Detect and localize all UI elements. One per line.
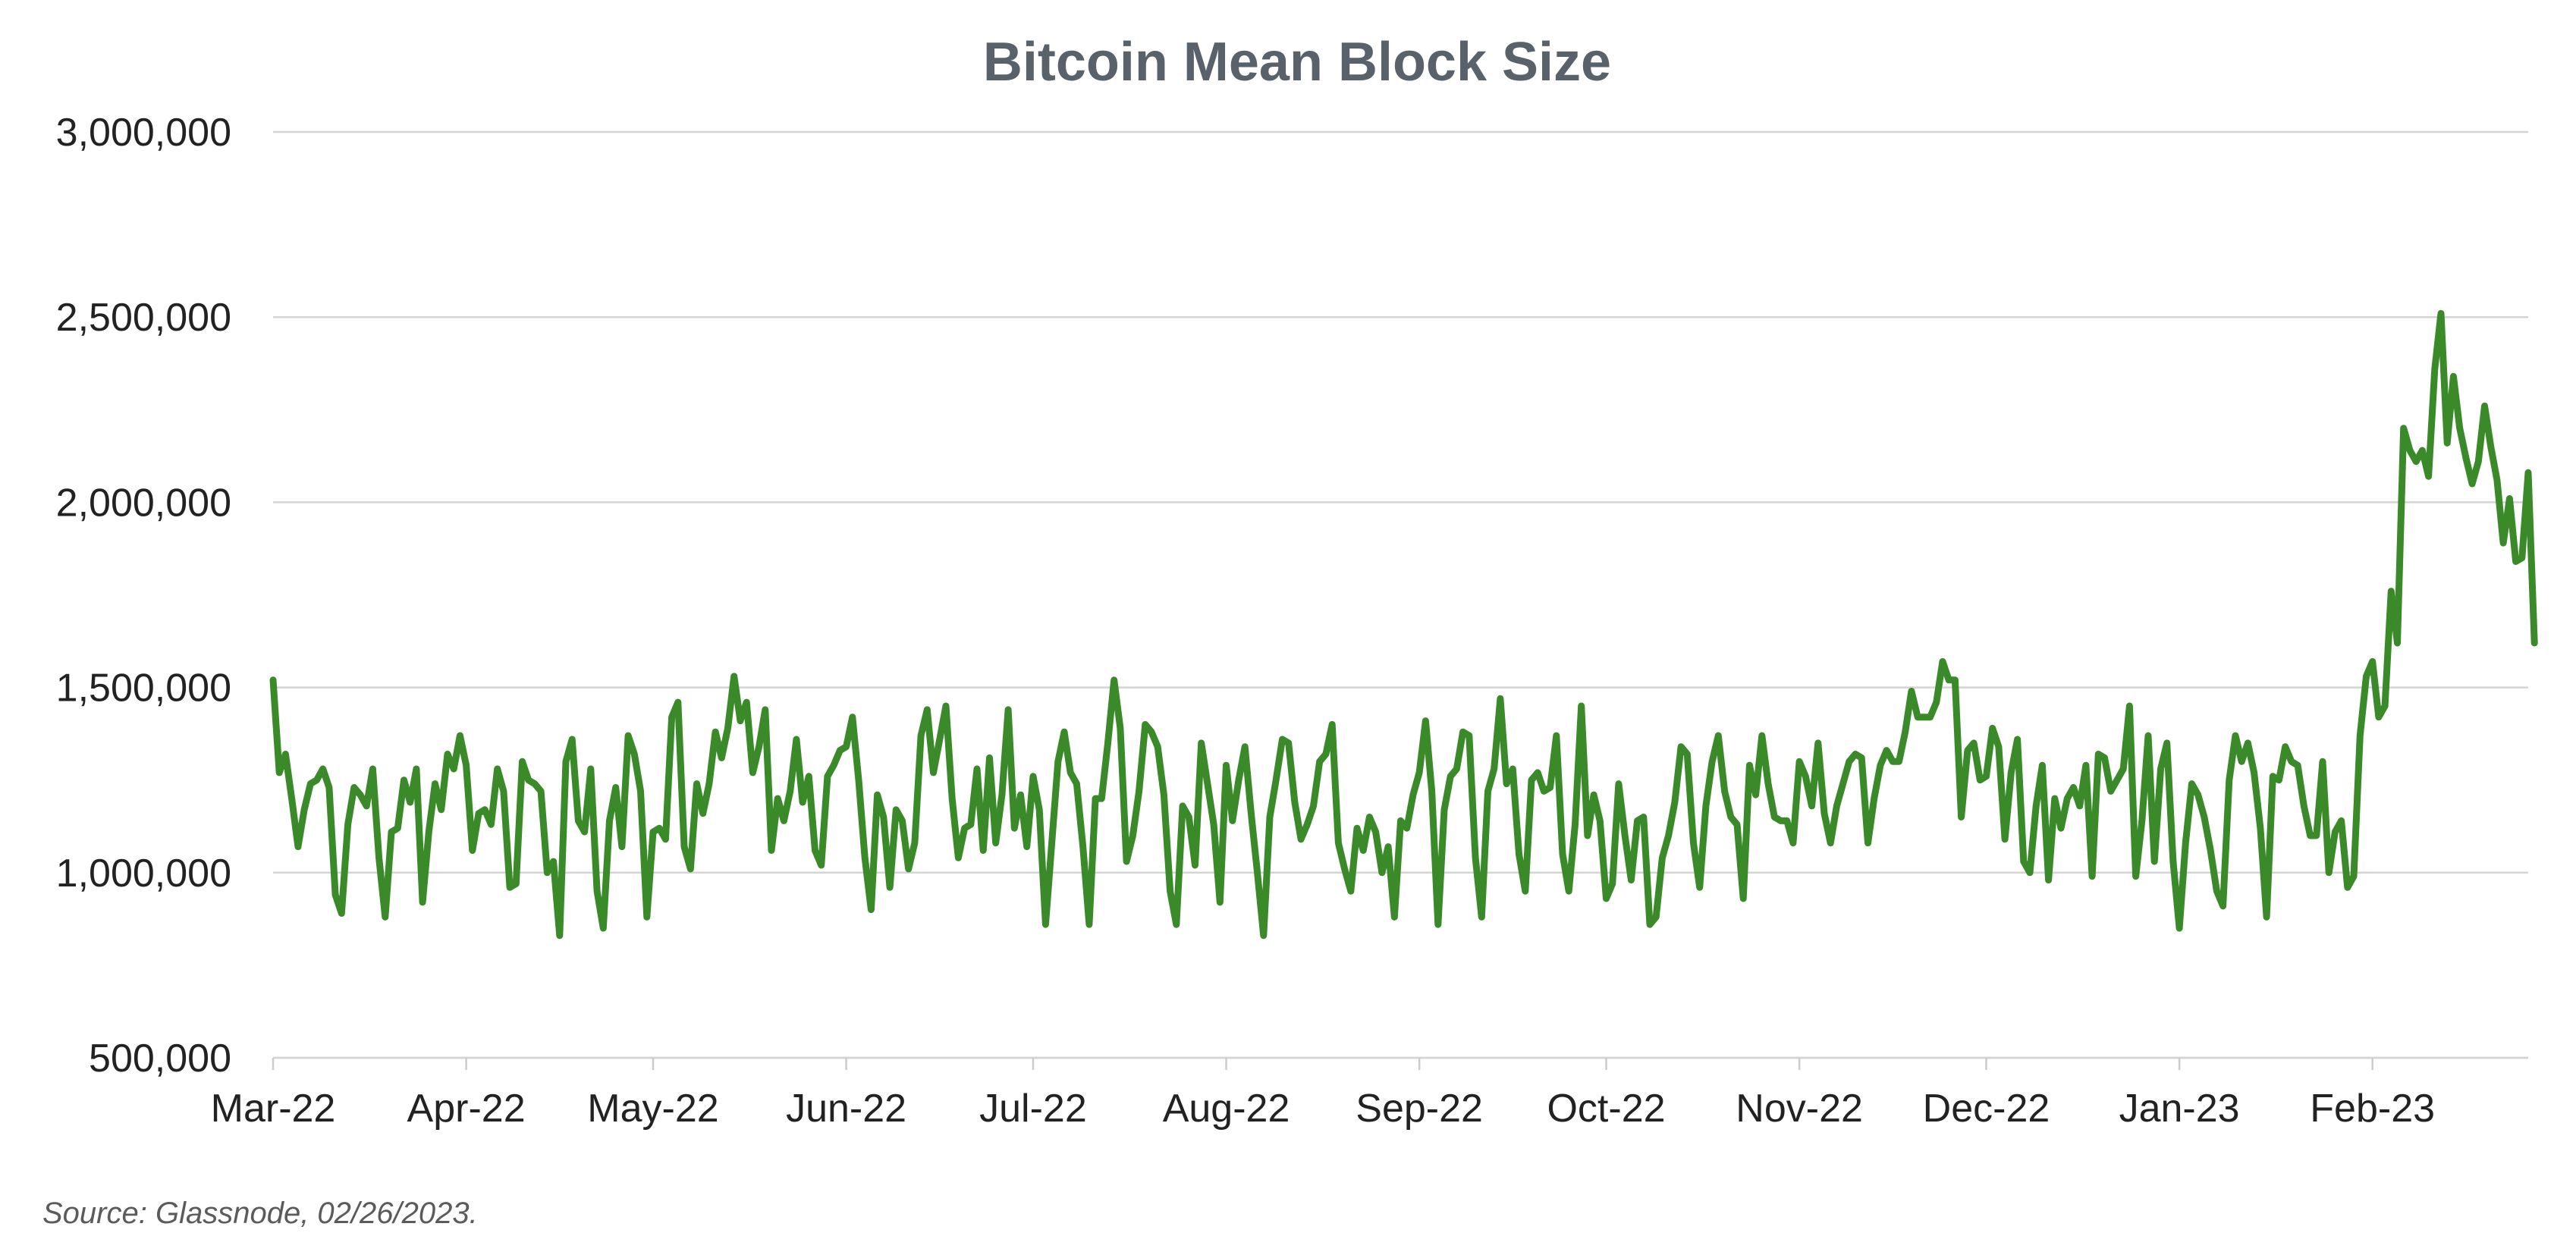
y-tick-label: 2,000,000 [56, 481, 231, 525]
y-tick-label: 1,500,000 [56, 667, 231, 711]
x-tick-label: Jul-22 [979, 1087, 1087, 1131]
x-tick-label: Nov-22 [1736, 1087, 1863, 1131]
series-line [269, 309, 2538, 940]
x-tick-label: Jan-23 [2119, 1087, 2240, 1131]
x-tick-label: Dec-22 [1923, 1087, 2050, 1131]
x-tick-label: Jun-22 [786, 1087, 906, 1131]
gridlines [273, 130, 2528, 1059]
x-tick-label: Feb-23 [2310, 1087, 2435, 1131]
x-tick-label: Sep-22 [1356, 1087, 1483, 1131]
x-axis-tick-labels: Mar-22 Apr-22 May-22 Jun-22 Jul-22 Aug-22 Sep-… [211, 1058, 2435, 1131]
x-tick-label: Mar-22 [211, 1087, 336, 1131]
series-group [269, 309, 2538, 940]
y-tick-label: 3,000,000 [56, 111, 231, 155]
y-tick-label: 2,500,000 [56, 296, 231, 340]
y-tick-label: 1,000,000 [56, 852, 231, 896]
x-tick-label: May-22 [587, 1087, 718, 1131]
x-tick-label: Apr-22 [407, 1087, 526, 1131]
y-axis-tick-labels: 500,000 1,000,000 1,500,000 2,000,000 2,500,… [56, 111, 231, 1081]
source-note: Source: Glassnode, 02/26/2023. [42, 1197, 478, 1230]
y-tick-label: 500,000 [89, 1037, 231, 1081]
x-tick-label: Oct-22 [1547, 1087, 1665, 1131]
x-tick-label: Aug-22 [1163, 1087, 1290, 1131]
chart-title: Bitcoin Mean Block Size [983, 32, 1611, 93]
